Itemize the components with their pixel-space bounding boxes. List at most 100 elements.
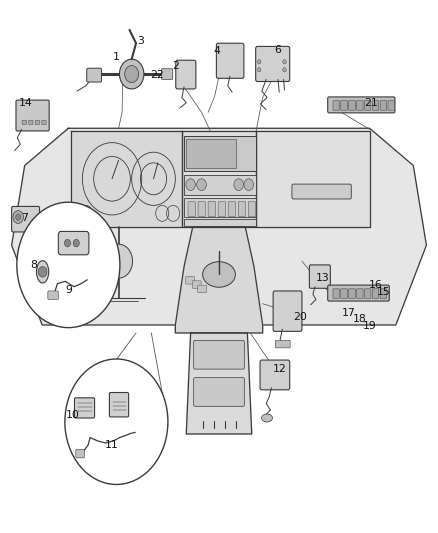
- Text: 8: 8: [30, 260, 37, 270]
- FancyBboxPatch shape: [260, 360, 290, 390]
- Text: 22: 22: [150, 70, 164, 80]
- FancyBboxPatch shape: [184, 219, 256, 225]
- Text: 18: 18: [353, 313, 367, 324]
- Text: 14: 14: [19, 98, 33, 108]
- FancyBboxPatch shape: [364, 289, 371, 298]
- FancyBboxPatch shape: [328, 285, 389, 301]
- FancyBboxPatch shape: [380, 289, 387, 298]
- FancyBboxPatch shape: [349, 101, 355, 110]
- Ellipse shape: [36, 261, 49, 283]
- FancyBboxPatch shape: [188, 201, 195, 216]
- Text: 17: 17: [342, 308, 356, 318]
- FancyBboxPatch shape: [273, 291, 302, 332]
- FancyBboxPatch shape: [192, 281, 201, 288]
- FancyBboxPatch shape: [216, 43, 244, 78]
- FancyBboxPatch shape: [184, 136, 256, 171]
- Text: 12: 12: [272, 364, 286, 374]
- FancyBboxPatch shape: [328, 97, 395, 113]
- FancyBboxPatch shape: [184, 198, 256, 217]
- FancyBboxPatch shape: [333, 289, 339, 298]
- FancyBboxPatch shape: [87, 68, 102, 82]
- Text: 21: 21: [364, 98, 378, 108]
- FancyBboxPatch shape: [292, 184, 351, 199]
- Circle shape: [13, 211, 23, 223]
- Text: 6: 6: [275, 45, 281, 54]
- Circle shape: [15, 214, 21, 220]
- Circle shape: [38, 266, 47, 277]
- Text: 1: 1: [113, 52, 120, 61]
- FancyBboxPatch shape: [161, 69, 173, 79]
- Ellipse shape: [261, 414, 272, 422]
- Text: 15: 15: [377, 287, 391, 297]
- Text: 7: 7: [21, 213, 28, 223]
- Circle shape: [244, 179, 254, 190]
- FancyBboxPatch shape: [48, 291, 58, 300]
- FancyBboxPatch shape: [388, 101, 395, 110]
- Text: 2: 2: [172, 61, 179, 70]
- FancyBboxPatch shape: [341, 101, 347, 110]
- FancyBboxPatch shape: [218, 201, 226, 216]
- Circle shape: [105, 244, 133, 278]
- FancyBboxPatch shape: [248, 201, 256, 216]
- FancyBboxPatch shape: [12, 206, 39, 232]
- Circle shape: [17, 202, 120, 328]
- Text: 4: 4: [213, 46, 220, 56]
- FancyBboxPatch shape: [16, 100, 49, 131]
- FancyBboxPatch shape: [372, 289, 379, 298]
- FancyBboxPatch shape: [22, 120, 26, 125]
- FancyBboxPatch shape: [176, 60, 196, 89]
- FancyBboxPatch shape: [194, 377, 244, 406]
- Text: 3: 3: [137, 36, 144, 45]
- FancyBboxPatch shape: [186, 277, 194, 284]
- FancyBboxPatch shape: [309, 265, 330, 288]
- Text: 9: 9: [65, 285, 72, 295]
- Text: 13: 13: [316, 273, 330, 283]
- FancyBboxPatch shape: [198, 201, 205, 216]
- Circle shape: [125, 66, 139, 83]
- FancyBboxPatch shape: [74, 398, 95, 418]
- FancyBboxPatch shape: [36, 221, 46, 229]
- Circle shape: [283, 68, 286, 72]
- Text: 20: 20: [293, 312, 307, 322]
- Text: 11: 11: [105, 440, 119, 450]
- FancyBboxPatch shape: [198, 285, 206, 293]
- Circle shape: [120, 59, 144, 89]
- Ellipse shape: [203, 262, 235, 287]
- Polygon shape: [256, 131, 370, 227]
- FancyBboxPatch shape: [372, 101, 379, 110]
- Polygon shape: [182, 131, 256, 227]
- FancyBboxPatch shape: [256, 46, 290, 82]
- FancyBboxPatch shape: [238, 201, 246, 216]
- FancyBboxPatch shape: [380, 101, 387, 110]
- FancyBboxPatch shape: [186, 140, 237, 168]
- Circle shape: [65, 359, 168, 484]
- Polygon shape: [186, 333, 252, 434]
- FancyBboxPatch shape: [341, 289, 347, 298]
- Circle shape: [258, 60, 261, 64]
- FancyBboxPatch shape: [35, 120, 39, 125]
- Text: 10: 10: [66, 410, 80, 421]
- FancyBboxPatch shape: [208, 201, 215, 216]
- FancyBboxPatch shape: [184, 174, 256, 195]
- Text: 16: 16: [368, 280, 382, 290]
- FancyBboxPatch shape: [228, 201, 236, 216]
- FancyBboxPatch shape: [42, 120, 46, 125]
- FancyBboxPatch shape: [357, 289, 363, 298]
- Circle shape: [197, 179, 206, 190]
- Circle shape: [258, 68, 261, 72]
- Circle shape: [64, 239, 71, 247]
- FancyBboxPatch shape: [357, 101, 363, 110]
- FancyBboxPatch shape: [28, 120, 33, 125]
- Circle shape: [283, 60, 286, 64]
- FancyBboxPatch shape: [333, 101, 339, 110]
- FancyBboxPatch shape: [58, 231, 89, 255]
- Circle shape: [234, 179, 244, 190]
- FancyBboxPatch shape: [364, 101, 371, 110]
- Polygon shape: [175, 227, 263, 333]
- FancyBboxPatch shape: [110, 392, 129, 417]
- Circle shape: [73, 239, 79, 247]
- Circle shape: [186, 179, 195, 190]
- FancyBboxPatch shape: [76, 449, 85, 458]
- Text: 19: 19: [363, 321, 377, 331]
- FancyBboxPatch shape: [349, 289, 355, 298]
